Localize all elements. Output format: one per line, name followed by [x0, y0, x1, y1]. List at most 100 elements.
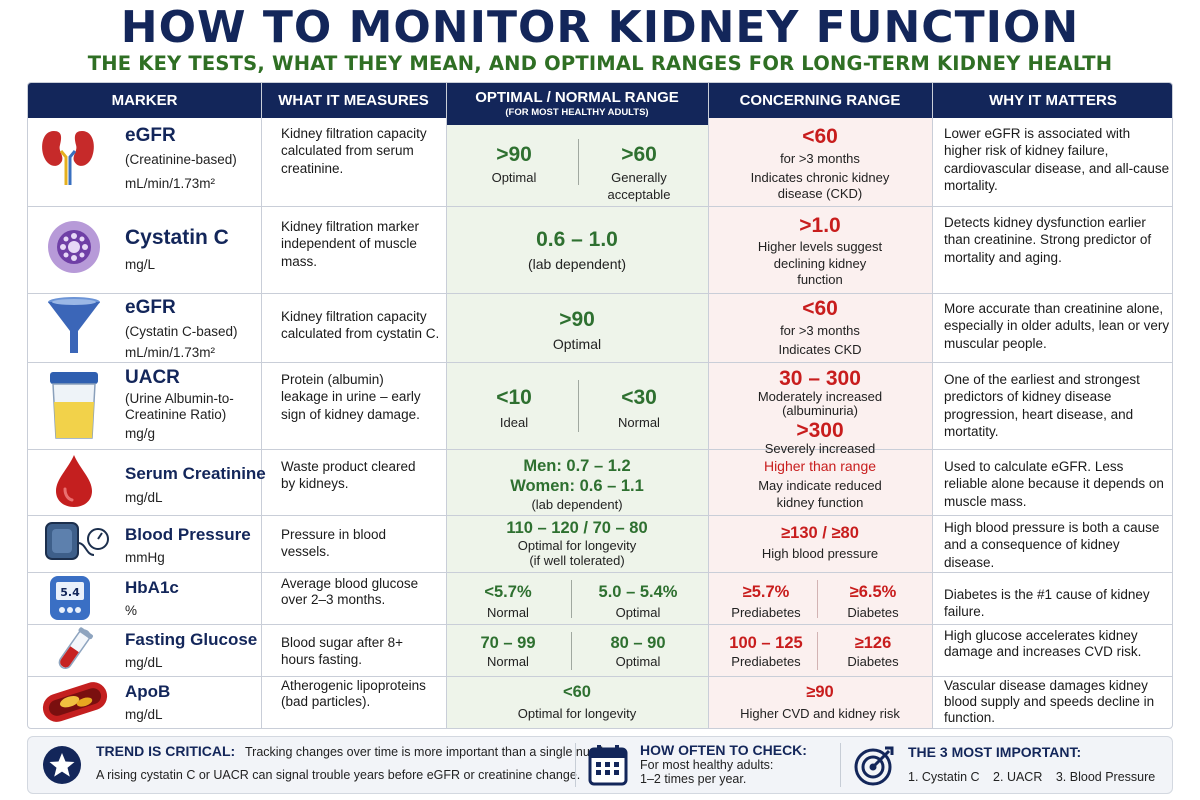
marker-unit: mmHg [125, 549, 165, 565]
optimal-label: (lab dependent) [531, 496, 623, 512]
concerning-line: Moderately increased (albuminuria) [757, 389, 883, 419]
optimal-label-b: Generally acceptable [607, 170, 671, 202]
what-it-measures: Blood sugar after 8+ hours fasting. [281, 635, 403, 668]
concerning-value: ≥130 / ≥80 [781, 524, 859, 542]
why-it-matters: Detects kidney dysfunction earlier than … [944, 215, 1152, 265]
optimal-label: (lab dependent) [527, 256, 627, 273]
optimal-label: Optimal for longevity [517, 537, 637, 553]
optimal-label-a: Optimal [491, 170, 537, 186]
optimal-label-a: Normal [487, 653, 529, 669]
why-it-matters: High glucose accelerates kidney damage a… [944, 628, 1142, 659]
header-optimal-sub: (FOR MOST HEALTHY ADULTS) [505, 107, 649, 119]
marker-unit: mg/dL [125, 489, 163, 505]
why-it-matters: Vascular disease damages kidney blood su… [944, 678, 1155, 725]
blood-drop-icon [56, 455, 92, 507]
trend-text-2: A rising cystatin C or UACR can signal t… [96, 767, 581, 782]
cell-icon [48, 221, 100, 273]
optimal-label-b: Normal [618, 415, 660, 431]
optimal-value-a: >90 [496, 143, 532, 166]
concerning-label-a: Prediabetes [731, 653, 801, 669]
concerning-value: >300 [796, 418, 844, 442]
marker-name: Cystatin C [125, 226, 229, 249]
optimal-value-b: >60 [621, 143, 657, 166]
what-it-measures: Atherogenic lipoproteins (bad particles)… [281, 678, 426, 709]
marker-unit: mL/min/1.73m² [125, 345, 216, 361]
optimal-value-a: 70 – 99 [480, 634, 536, 652]
concerning-value-b: ≥6.5% [849, 583, 897, 601]
marker-name: ApoB [125, 682, 171, 701]
optimal-value-a: <10 [496, 386, 532, 409]
optimal-value-b: 5.0 – 5.4% [598, 583, 678, 601]
marker-name: eGFR [125, 125, 176, 146]
marker-unit: mg/g [125, 425, 156, 441]
why-it-matters: More accurate than creatinine alone, esp… [944, 301, 1170, 351]
page-subtitle: THE KEY TESTS, WHAT THEY MEAN, AND OPTIM… [87, 52, 1113, 75]
often-title: HOW OFTEN TO CHECK: [640, 742, 807, 758]
optimal-value-a: <5.7% [484, 583, 532, 601]
what-it-measures: Waste product cleared by kidneys. [281, 459, 416, 492]
what-it-measures: Protein (albumin) leakage in urine – ear… [281, 372, 421, 422]
optimal-value: >90 [559, 308, 595, 331]
optimal-line: Women: 0.6 – 1.1 [510, 476, 644, 495]
what-it-measures: Average blood glucose over 2–3 months. [281, 576, 419, 608]
top-item: 2. UACR [993, 769, 1043, 784]
calendar-icon [588, 745, 628, 786]
page-title: HOW TO MONITOR KIDNEY FUNCTION [120, 2, 1080, 53]
why-it-matters: Diabetes is the #1 cause of kidney failu… [944, 587, 1150, 620]
optimal-label-a: Ideal [499, 415, 529, 431]
concerning-line: Severely increased [764, 440, 876, 456]
funnel-icon [48, 297, 100, 353]
marker-unit: % [125, 602, 138, 618]
optimal-label: Optimal for longevity [517, 705, 637, 721]
concerning-value-a: ≥5.7% [742, 583, 790, 601]
urine-cup-icon [50, 372, 98, 439]
optimal-value-b: <30 [621, 386, 657, 409]
optimal-label: (if well tolerated) [529, 552, 625, 568]
optimal-label-b: Optimal [615, 653, 661, 669]
header-optimal-range: OPTIMAL / NORMAL RANGE (FOR MOST HEALTHY… [446, 83, 708, 125]
marker-subtitle: (Cystatin C-based) [125, 323, 238, 339]
marker-unit: mg/dL [125, 654, 163, 670]
optimal-label-a: Normal [487, 604, 529, 620]
glucose-meter-icon: 5.4 [50, 576, 90, 620]
concerning-column-bg [708, 83, 932, 728]
optimal-label-b: Optimal [615, 604, 661, 620]
marker-unit: mg/L [125, 257, 156, 273]
why-it-matters: Lower eGFR is associated with higher ris… [944, 126, 1170, 193]
optimal-value: 110 – 120 / 70 – 80 [506, 519, 648, 537]
concerning-label-b: Diabetes [847, 604, 899, 620]
header-concerning-range: CONCERNING RANGE [708, 83, 932, 118]
often-text: For most healthy adults: [640, 758, 774, 773]
marker-subtitle: (Creatinine-based) [125, 151, 237, 167]
header-why-it-matters: WHY IT MATTERS [932, 83, 1172, 118]
concerning-value: Higher than range [763, 458, 877, 474]
blood-pressure-cuff-icon [45, 522, 109, 560]
marker-unit: mL/min/1.73m² [125, 176, 216, 192]
top-three-title: THE 3 MOST IMPORTANT: [908, 744, 1082, 760]
what-it-measures: Kidney filtration capacity calculated fr… [281, 126, 427, 176]
top-item: 1. Cystatin C [908, 769, 980, 784]
optimal-line: Men: 0.7 – 1.2 [523, 457, 631, 475]
marker-name: Serum Creatinine [125, 464, 266, 483]
star-badge-icon [43, 746, 81, 784]
kidney-marker-table: MARKER WHAT IT MEASURES OPTIMAL / NORMAL… [27, 82, 1173, 729]
artery-plaque-icon [42, 682, 108, 722]
concerning-value-a: 100 – 125 [729, 634, 803, 652]
marker-name: Blood Pressure [125, 525, 251, 544]
why-it-matters: High blood pressure is both a cause and … [944, 520, 1160, 570]
header-what-it-measures: WHAT IT MEASURES [261, 83, 446, 118]
kidneys-icon [42, 131, 94, 185]
marker-subtitle: (Urine Albumin-to-Creatinine Ratio) [125, 390, 234, 423]
concerning-label-b: Diabetes [847, 653, 899, 669]
top-item: 3. Blood Pressure [1055, 769, 1156, 784]
trend-title: TREND IS CRITICAL: [96, 743, 236, 759]
concerning-line: Indicates CKD [778, 341, 862, 357]
marker-unit: mg/dL [125, 706, 163, 722]
optimal-value: <60 [563, 683, 591, 701]
target-icon [854, 746, 894, 786]
what-it-measures: Kidney filtration marker independent of … [281, 219, 420, 269]
concerning-line: Indicates chronic kidney disease (CKD) [750, 169, 890, 202]
marker-name: Fasting Glucose [125, 630, 258, 649]
test-tube-icon [58, 627, 93, 670]
marker-name: UACR [125, 367, 180, 388]
